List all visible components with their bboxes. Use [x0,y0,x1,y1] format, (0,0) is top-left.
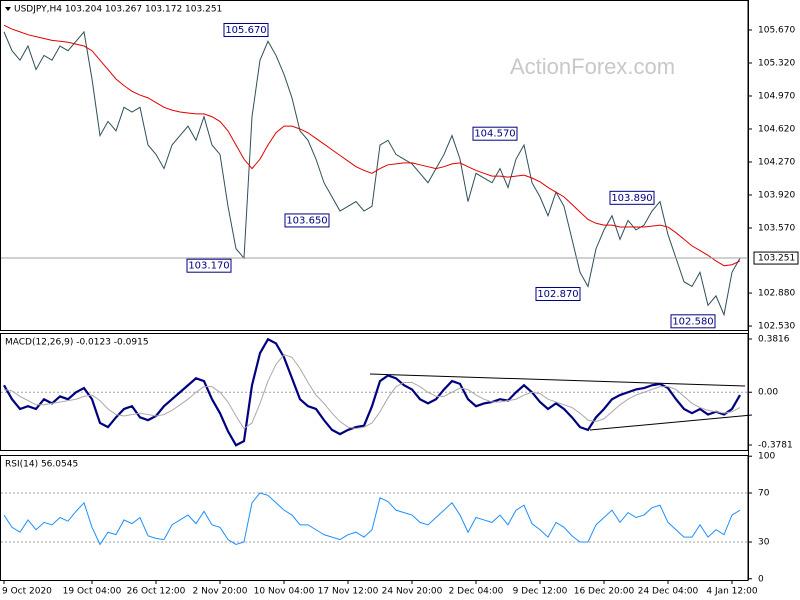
price-annotation-box [284,213,330,228]
series-line-secondary [3,24,741,267]
x-tick-label: 24 Nov 20:00 [382,587,443,597]
x-tick-label: 2 Dec 04:00 [449,587,504,597]
price-annotation-box [535,286,581,301]
y-tick-label: 104.970 [758,91,795,101]
x-tick-label: 26 Oct 12:00 [127,587,186,597]
series-line [3,337,741,447]
price-annotation-box [472,126,518,141]
y-tick-label: 102.880 [758,289,795,299]
price-annotation: 103.170 [188,261,229,272]
x-tick-label: 19 Oct 04:00 [63,587,122,597]
menu-arrow[interactable] [5,7,11,11]
trendline-lower [589,414,753,431]
y-tick-label: 100 [758,452,775,462]
y-tick-label: 104.270 [758,157,795,167]
y-tick-label: 0.3816 [758,334,790,344]
y-tick-label: 70 [758,488,770,498]
y-tick-label: 0.00 [758,388,778,398]
series-line [3,30,741,317]
panel-title: MACD(12,26,9) -0.0123 -0.0915 [5,338,149,348]
trendline-upper [369,373,746,387]
y-tick-label: 105.320 [758,58,795,68]
y-tick-label: -0.3781 [758,440,793,450]
y-tick-label: 105.670 [758,25,795,35]
price-annotation-box [609,190,655,205]
y-tick-label: 102.530 [758,322,795,332]
x-tick-label: 9 Dec 12:00 [513,587,568,597]
panel-title: RSI(14) 56.0545 [5,460,78,470]
x-tick-label: 17 Nov 12:00 [318,587,379,597]
price-annotation-box [186,258,232,273]
x-tick-label: 2 Nov 20:00 [193,587,248,597]
y-tick-label: 103.570 [758,223,795,233]
x-tick-label: 16 Dec 20:00 [574,587,635,597]
y-tick-label: 0 [758,574,764,584]
y-tick-label: 103.920 [758,190,795,200]
last-price-box [753,251,799,265]
y-tick-label: 104.620 [758,124,795,134]
price-annotation: 105.670 [225,25,266,36]
y-tick-label: 30 [758,538,770,548]
x-tick-label: 4 Jan 12:00 [706,587,758,597]
last-price-label: 103.251 [758,254,795,264]
price-annotation-box [223,22,269,37]
x-tick-label: 9 Oct 2020 [2,587,52,597]
price-annotation: 102.870 [537,289,578,300]
price-annotation: 103.890 [611,193,652,204]
price-annotation-box [670,314,716,329]
price-annotation: 103.650 [286,215,327,226]
x-tick-label: 24 Dec 04:00 [638,587,699,597]
price-annotation: 102.580 [672,316,713,327]
x-tick-label: 10 Nov 04:00 [254,587,315,597]
price-annotation: 104.570 [474,129,515,140]
watermark: ActionForex.com [510,54,675,79]
panel-title: USDJPY,H4 103.204 103.267 103.172 103.25… [14,5,222,15]
series-line-secondary [3,353,741,430]
series-line [3,492,741,546]
